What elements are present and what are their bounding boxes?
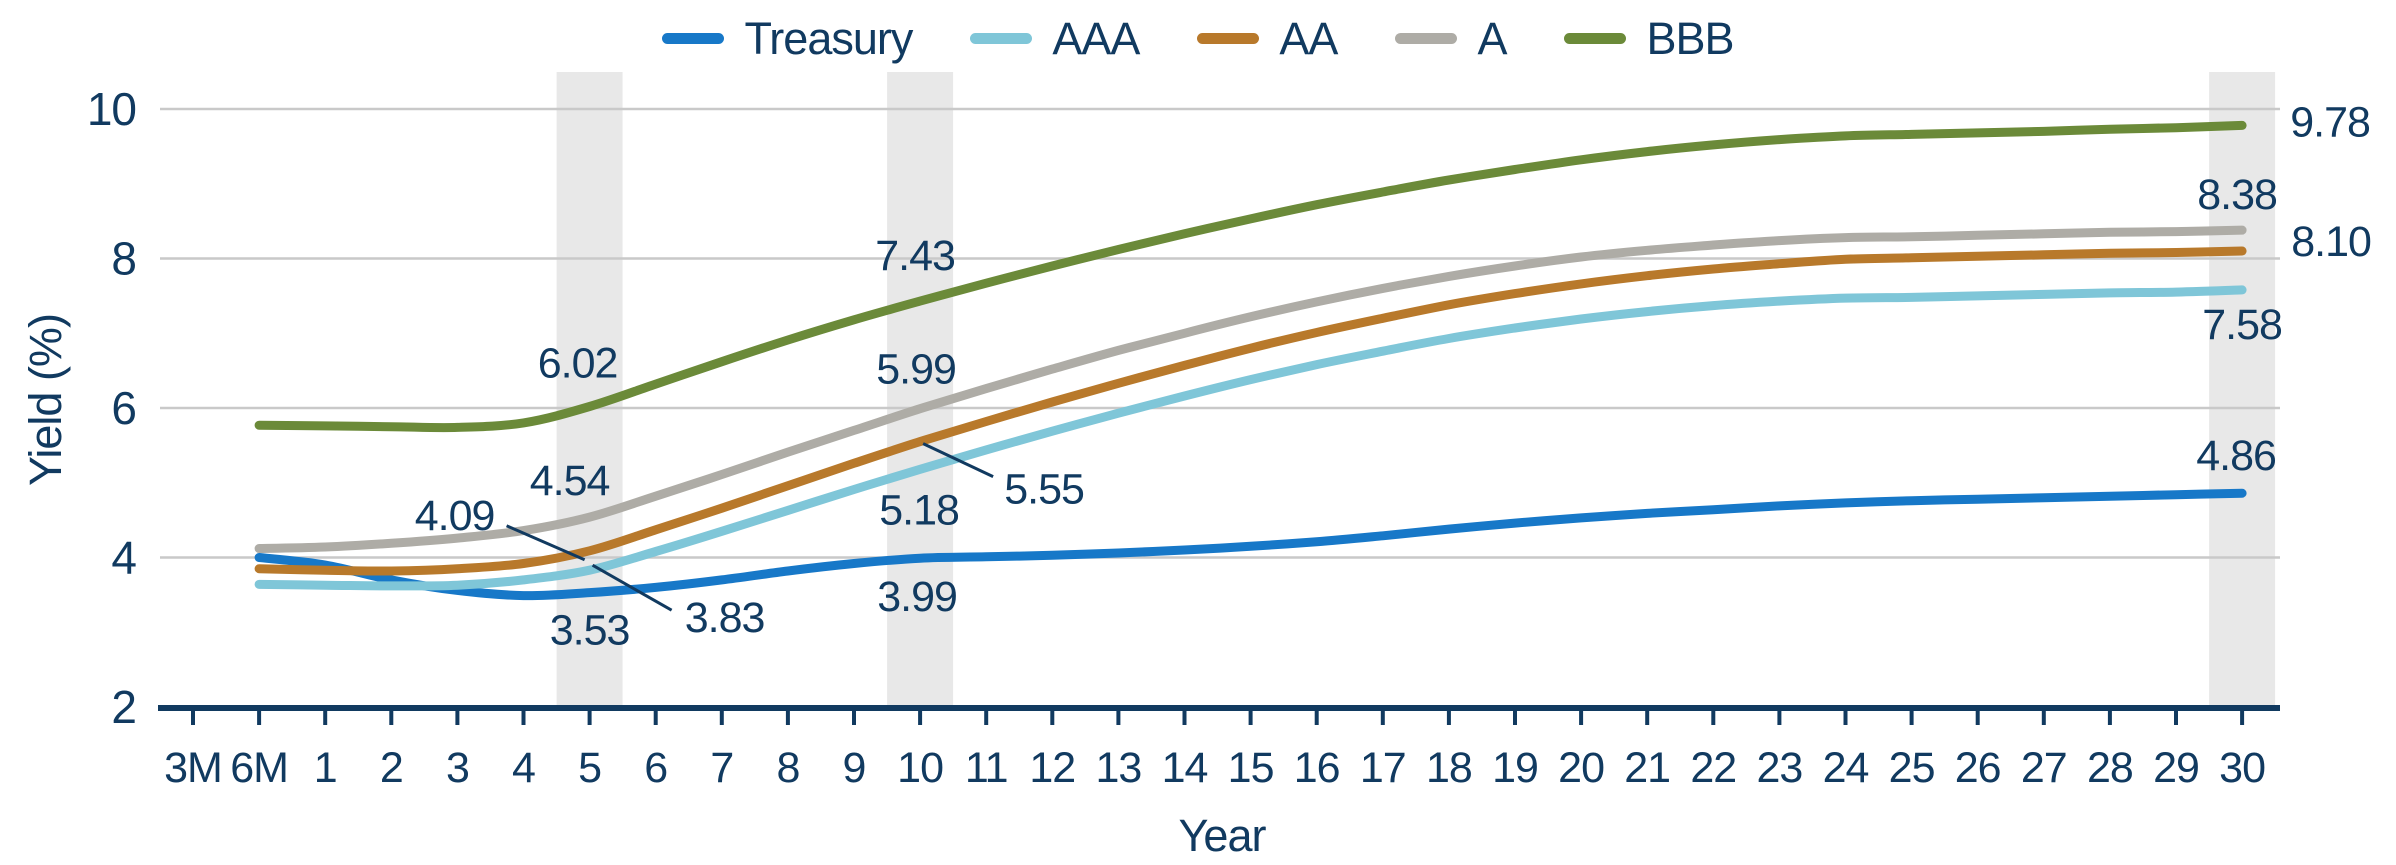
x-tick-label-29: 29	[2153, 744, 2199, 792]
annotation-callout-aaa-5	[591, 563, 673, 612]
annotation-label-a-30: 8.38	[2197, 171, 2277, 219]
x-tick-label-21: 21	[1624, 744, 1670, 792]
series-line-bbb	[254, 120, 2247, 433]
x-tick-label-9: 9	[843, 744, 866, 792]
annotation-label-treasury-10: 3.99	[877, 573, 957, 621]
annotation-label-aaa-10: 5.18	[879, 486, 959, 534]
highlight-band-year-5	[556, 72, 623, 707]
x-tick-label-3: 3	[446, 744, 469, 792]
legend-swatch-aaa	[970, 32, 1033, 44]
y-tick-label-4: 4	[111, 532, 136, 584]
x-tick-label-6: 6	[644, 744, 667, 792]
legend-label-treasury: Treasury	[744, 12, 913, 64]
x-tick-label-2: 2	[380, 744, 403, 792]
highlight-band-year-30	[2209, 72, 2276, 707]
x-tick-label-13: 13	[1095, 744, 1141, 792]
x-tick-label-8: 8	[776, 744, 799, 792]
legend-item-bbb: BBB	[1564, 12, 1735, 64]
legend-item-a: A	[1395, 12, 1507, 64]
y-tick-label-10: 10	[87, 83, 136, 135]
x-tick-label-12: 12	[1029, 744, 1075, 792]
highlight-band-year-10	[887, 72, 954, 707]
legend-label-bbb: BBB	[1646, 12, 1734, 64]
legend-swatch-a	[1395, 32, 1458, 44]
x-tick-label-10: 10	[897, 744, 943, 792]
x-tick-label-26: 26	[1955, 744, 2001, 792]
legend-swatch-aa	[1197, 32, 1260, 44]
legend-swatch-bbb	[1564, 32, 1627, 44]
legend-item-treasury: Treasury	[662, 12, 913, 64]
x-tick-label-5: 5	[578, 744, 601, 792]
annotation-label-aa-10: 5.55	[1004, 466, 1084, 514]
annotation-callout-aa-10	[922, 442, 994, 478]
x-tick-label-14: 14	[1162, 744, 1208, 792]
annotation-label-aa-30: 8.10	[2291, 218, 2371, 266]
series-line-treasury	[254, 488, 2247, 601]
legend-label-a: A	[1477, 12, 1507, 64]
annotation-label-treasury-30: 4.86	[2196, 432, 2276, 480]
x-tick-label-30: 30	[2219, 744, 2265, 792]
x-tick-label-20: 20	[1558, 744, 1604, 792]
x-tick-label-27: 27	[2021, 744, 2067, 792]
series-line-aaa	[254, 285, 2247, 591]
legend-item-aa: AA	[1197, 12, 1338, 64]
x-tick-label-22: 22	[1690, 744, 1736, 792]
x-axis-title: Year	[1178, 810, 1267, 861]
x-tick-label-6M: 6M	[230, 744, 288, 792]
annotation-label-bbb-5: 6.02	[538, 340, 618, 388]
annotation-label-bbb-30: 9.78	[2290, 98, 2370, 146]
y-tick-label-6: 6	[111, 382, 136, 434]
annotation-label-aaa-5: 3.83	[685, 594, 765, 642]
x-tick-label-3M: 3M	[164, 744, 222, 792]
x-tick-label-28: 28	[2087, 744, 2133, 792]
x-tick-label-16: 16	[1294, 744, 1340, 792]
annotation-label-bbb-10: 7.43	[875, 232, 955, 280]
legend-item-aaa: AAA	[970, 12, 1140, 64]
annotation-callout-aa-5	[506, 524, 586, 562]
series-line-aa	[254, 246, 2247, 576]
annotation-label-treasury-5: 3.53	[550, 607, 630, 655]
legend-label-aa: AA	[1279, 12, 1338, 64]
x-tick-label-15: 15	[1228, 744, 1274, 792]
y-tick-label-2: 2	[111, 681, 136, 733]
x-tick-label-1: 1	[314, 744, 337, 792]
x-tick-label-4: 4	[512, 744, 535, 792]
series-line-a	[254, 225, 2247, 553]
y-tick-label-8: 8	[111, 233, 136, 285]
legend-swatch-treasury	[662, 32, 725, 44]
x-tick-label-18: 18	[1426, 744, 1472, 792]
x-tick-label-19: 19	[1492, 744, 1538, 792]
x-tick-label-24: 24	[1823, 744, 1869, 792]
x-tick-label-7: 7	[710, 744, 733, 792]
x-tick-label-17: 17	[1360, 744, 1406, 792]
legend-label-aaa: AAA	[1052, 12, 1140, 64]
annotation-label-a-10: 5.99	[876, 346, 956, 394]
x-tick-label-25: 25	[1889, 744, 1935, 792]
x-tick-label-23: 23	[1756, 744, 1802, 792]
x-tick-label-11: 11	[965, 744, 1008, 792]
annotation-label-a-5: 4.54	[530, 457, 610, 505]
annotation-label-aaa-30: 7.58	[2202, 301, 2282, 349]
chart-legend: Treasury AAA AA A BBB	[0, 10, 2396, 66]
annotation-label-aa-5: 4.09	[415, 492, 495, 540]
